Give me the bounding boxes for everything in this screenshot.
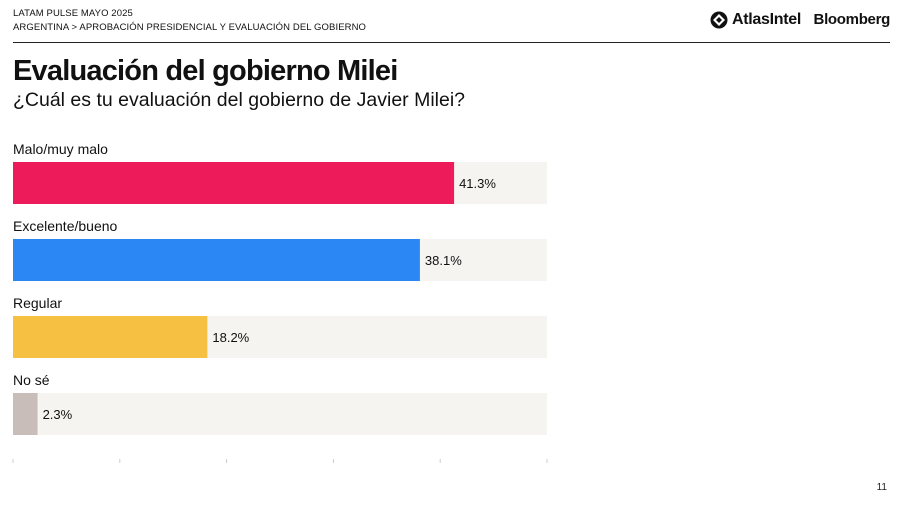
eyebrow-survey-name: LATAM PULSE MAYO 2025 — [13, 8, 133, 19]
atlasintel-logo-text: AtlasIntel — [732, 11, 802, 28]
atlasintel-logo: AtlasIntel — [710, 11, 801, 29]
eyebrow-breadcrumb: ARGENTINA > APROBACIÓN PRESIDENCIAL Y EV… — [13, 22, 367, 33]
category-label-malo-muy-malo: Malo/muy malo — [13, 141, 108, 157]
value-label-regular: 18.2% — [212, 330, 249, 345]
value-label-excelente-bueno: 38.1% — [425, 253, 462, 268]
bar-excelente-bueno — [13, 239, 420, 281]
bar-track-no-se — [13, 393, 547, 435]
value-label-no-se: 2.3% — [43, 407, 73, 422]
page-subtitle: ¿Cuál es tu evaluación del gobierno de J… — [13, 89, 466, 111]
category-label-regular: Regular — [13, 295, 62, 311]
bar-malo-muy-malo — [13, 162, 455, 204]
value-label-malo-muy-malo: 41.3% — [459, 176, 496, 191]
header: LATAM PULSE MAYO 2025 ARGENTINA > APROBA… — [13, 8, 890, 43]
atlasintel-logo-icon — [710, 11, 728, 29]
bar-no-se — [13, 393, 38, 435]
bar-chart: Malo/muy malo 41.3% Excelente/bueno 38.1% Re… — [12, 141, 548, 463]
category-label-excelente-bueno: Excelente/bueno — [13, 218, 118, 234]
page-title: Evaluación del gobierno Milei — [13, 55, 398, 87]
page-number: 11 — [876, 482, 887, 493]
bloomberg-logo: Bloomberg — [813, 11, 891, 28]
category-label-no-se: No sé — [13, 372, 50, 388]
bar-regular — [13, 316, 208, 358]
